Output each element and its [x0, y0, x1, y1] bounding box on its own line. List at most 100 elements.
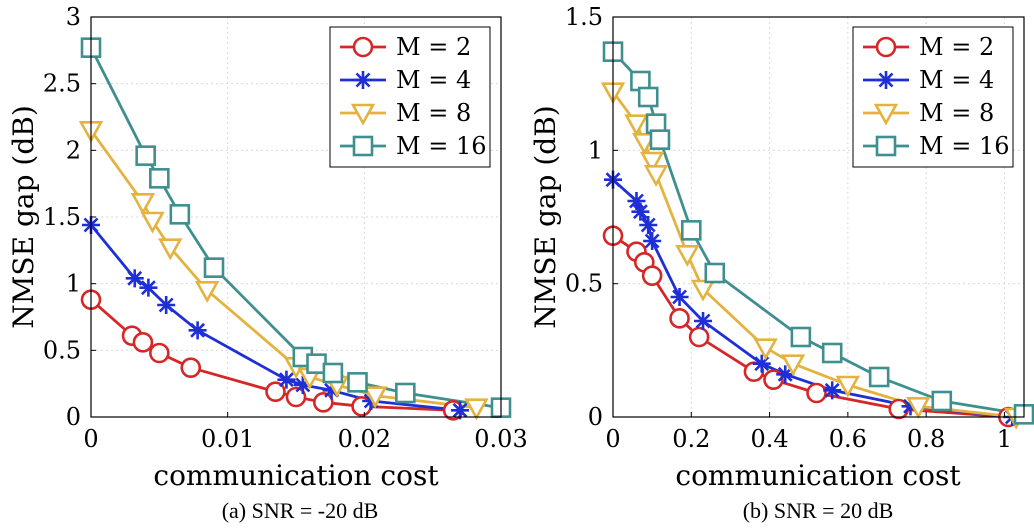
data-point-series-1 — [806, 382, 827, 404]
x-tick-label: 0.4 — [750, 425, 788, 453]
data-point-series-4 — [149, 168, 170, 189]
axes-frame — [612, 16, 1025, 418]
legend: M = 2 M = 4 M = 8 M = 16 — [852, 26, 1014, 168]
data-point-series-4 — [649, 129, 671, 150]
y-tick-label: 2 — [66, 136, 81, 164]
data-point-series-2 — [670, 288, 689, 306]
y-tick-label: 0.5 — [43, 336, 81, 364]
data-point-series-2 — [639, 216, 658, 234]
y-tick-label: 3 — [66, 3, 81, 31]
x-tick-label: 0.2 — [672, 425, 710, 453]
y-tick-label: 0.5 — [565, 270, 603, 298]
y-axis-label: NMSE gap (dB) — [7, 105, 40, 328]
panel-1: 0 0.01 0.02 0.03 0 0.5 1 1.5 2 2.5 3 communication … — [7, 3, 528, 523]
legend-marker — [350, 103, 376, 126]
data-point-series-2 — [627, 192, 646, 210]
x-tick-label: 0.01 — [201, 425, 254, 453]
y-tick-label: 1.5 — [565, 3, 603, 31]
data-point-series-2 — [293, 376, 312, 394]
y-tick-label: 2.5 — [43, 70, 81, 98]
data-point-series-4 — [322, 362, 344, 384]
panel-caption: (a) SNR = -20 dB — [222, 498, 379, 523]
data-point-series-4 — [704, 262, 726, 284]
y-tick-label: 1.5 — [43, 203, 81, 231]
data-point-series-3 — [643, 165, 669, 188]
x-tick-label: 0.03 — [474, 425, 527, 453]
legend: M = 2 M = 4 M = 8 M = 16 — [329, 26, 491, 168]
data-point-series-3 — [632, 133, 657, 156]
data-point-series-4 — [395, 382, 416, 404]
series-line-2 — [89, 224, 461, 412]
legend-marker — [875, 135, 897, 157]
data-point-series-1 — [285, 386, 307, 408]
data-point-series-1 — [669, 308, 690, 329]
data-point-series-2 — [901, 397, 920, 416]
panel-2: 0 0.2 0.4 0.6 0.8 1 0 0.5 1 1.5 communication cost… — [529, 3, 1034, 523]
legend-entry-label: M = 16 — [919, 132, 1009, 160]
legend-entry-label: M = 4 — [396, 66, 471, 94]
y-axis-label: NMSE gap (dB) — [529, 105, 562, 328]
data-point-series-3 — [780, 354, 806, 377]
y-tick-label: 1 — [588, 136, 603, 164]
x-axis-label: communication cost — [675, 459, 961, 492]
legend-entry-label: M = 4 — [919, 66, 994, 94]
x-tick-label: 1 — [997, 425, 1012, 453]
data-point-series-2 — [451, 401, 469, 420]
legend-marker — [354, 71, 372, 89]
legend-entry-label: M = 2 — [396, 33, 471, 61]
data-point-series-4 — [169, 204, 191, 225]
legend-entry-label: M = 8 — [396, 99, 471, 127]
legend-marker — [873, 103, 899, 126]
data-point-series-4 — [821, 342, 843, 364]
legend-marker — [352, 135, 374, 157]
x-tick-label: 0 — [83, 425, 98, 453]
data-point-series-2 — [125, 269, 144, 288]
data-point-series-3 — [906, 397, 931, 420]
data-point-series-3 — [690, 279, 716, 302]
legend-marker — [875, 36, 897, 58]
legend-entry-label: M = 8 — [919, 99, 994, 127]
data-point-series-2 — [643, 232, 662, 250]
data-point-series-2 — [631, 202, 650, 221]
x-axis-label: communication cost — [153, 459, 439, 492]
data-point-series-1 — [641, 265, 663, 286]
data-point-series-2 — [776, 365, 795, 384]
data-point-series-4 — [931, 390, 953, 412]
data-point-series-3 — [194, 281, 220, 304]
legend-marker — [877, 71, 895, 89]
data-point-series-1 — [132, 332, 154, 353]
data-point-series-2 — [752, 354, 771, 373]
data-point-series-2 — [157, 296, 176, 314]
data-point-series-3 — [140, 211, 165, 234]
data-point-series-1 — [313, 392, 334, 413]
data-point-series-4 — [135, 145, 156, 166]
y-tick-label: 0 — [66, 403, 81, 431]
data-point-series-3 — [464, 398, 489, 421]
y-tick-label: 0 — [588, 403, 603, 431]
data-point-series-3 — [753, 338, 778, 361]
data-point-series-4 — [637, 86, 659, 108]
data-point-series-1 — [149, 342, 170, 364]
x-tick-label: 0 — [605, 425, 620, 453]
data-point-series-3 — [624, 114, 649, 137]
x-tick-label: 0.6 — [829, 425, 867, 453]
data-point-series-3 — [130, 193, 156, 216]
data-point-series-3 — [675, 245, 700, 268]
data-point-series-1 — [688, 326, 710, 348]
data-point-series-4 — [680, 220, 702, 241]
data-point-series-3 — [363, 386, 388, 409]
data-point-series-3 — [158, 238, 183, 261]
x-tick-label: 0.02 — [338, 425, 391, 453]
data-point-series-2 — [823, 381, 842, 400]
data-point-series-3 — [835, 375, 861, 398]
legend-entry-label: M = 16 — [396, 132, 486, 160]
data-point-series-4 — [203, 257, 225, 278]
legend-entry-label: M = 2 — [919, 33, 994, 61]
y-tick-label: 1 — [66, 270, 81, 298]
data-point-series-1 — [180, 357, 202, 378]
data-point-series-2 — [139, 278, 158, 297]
series-line-3 — [89, 129, 477, 410]
data-point-series-4 — [347, 372, 368, 393]
data-point-series-4 — [790, 326, 812, 348]
